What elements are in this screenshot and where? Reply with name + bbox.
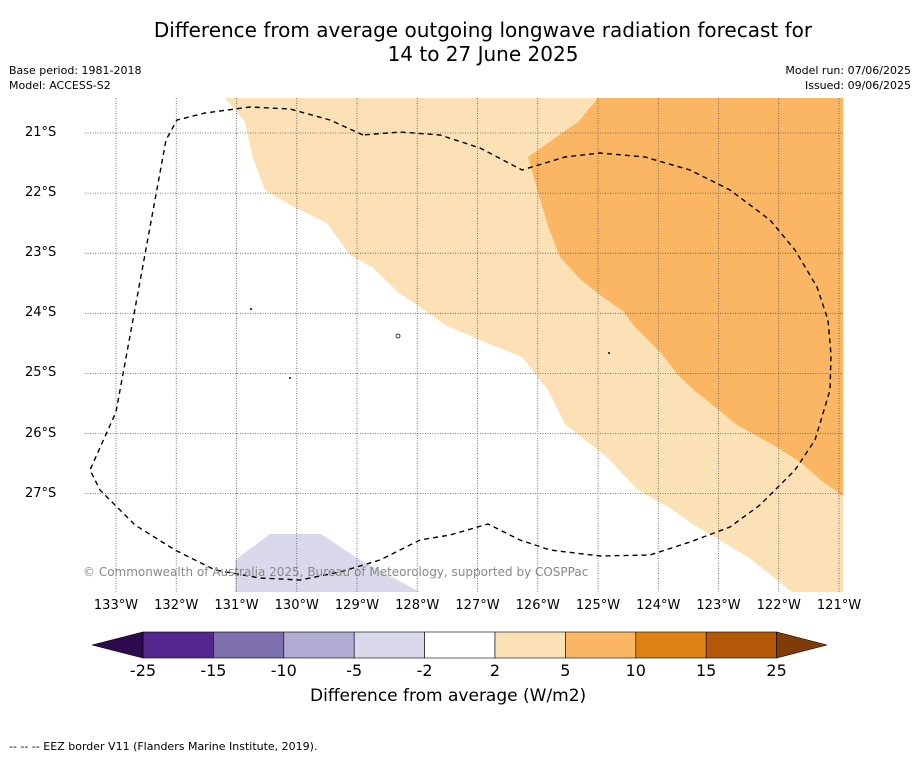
- colorbar-tick-label: -5: [346, 661, 363, 680]
- colorbar-tick-label: -2: [416, 661, 433, 680]
- x-tick-label: 126°W: [515, 598, 560, 613]
- anomaly-region-5-10: [528, 98, 843, 496]
- colorbar-segment: [353, 631, 425, 659]
- y-tick-label: 26°S: [25, 425, 57, 441]
- colorbar-segment: [283, 631, 355, 659]
- colorbar-title: Difference from average (W/m2): [310, 686, 587, 706]
- map-fill-layer: [85, 98, 843, 592]
- colorbar-tick-label: 5: [560, 661, 571, 680]
- meta-right: Model run: 07/06/2025 Issued: 09/06/2025: [785, 63, 911, 93]
- x-tick-label: 133°W: [93, 598, 139, 613]
- issued-date: Issued: 09/06/2025: [804, 79, 911, 92]
- title-line-2: 14 to 27 June 2025: [387, 42, 579, 66]
- island-marker: [250, 308, 252, 310]
- colorbar-tick-label: -15: [200, 661, 227, 680]
- x-tick-label: 129°W: [334, 598, 380, 613]
- x-tick-label: 130°W: [274, 598, 319, 613]
- x-tick-label: 123°W: [696, 598, 741, 613]
- map-title: Difference from average outgoing longwav…: [0, 18, 919, 66]
- base-period: Base period: 1981-2018: [9, 64, 142, 77]
- colorbar-segment: [705, 631, 777, 659]
- colorbar: [91, 631, 828, 659]
- colorbar-extend-low: [91, 631, 144, 659]
- x-tick-label: 125°W: [575, 598, 621, 613]
- x-tick-label: 122°W: [756, 598, 801, 613]
- title-line-1: Difference from average outgoing longwav…: [153, 18, 813, 42]
- y-tick-label: 23°S: [25, 245, 57, 261]
- colorbar-segment: [424, 631, 496, 659]
- eez-border: [89, 106, 832, 581]
- y-tick-label: 24°S: [25, 305, 57, 321]
- colorbar-extend-high: [776, 631, 828, 659]
- anomaly-region-neg5-neg2: [235, 534, 420, 592]
- x-tick-label: 132°W: [154, 598, 199, 613]
- meta-left: Base period: 1981-2018 Model: ACCESS-S2: [9, 63, 141, 93]
- colorbar-segment: [142, 631, 214, 659]
- colorbar-segment: [565, 631, 637, 659]
- copyright-notice: © Commonwealth of Australia 2025, Bureau…: [83, 565, 589, 579]
- colorbar-segment: [213, 631, 285, 659]
- x-tick-label: 121°W: [816, 598, 862, 613]
- model-name: Model: ACCESS-S2: [9, 79, 111, 92]
- colorbar-segment: [494, 631, 566, 659]
- x-tick-label: 131°W: [214, 598, 259, 613]
- colorbar-tick-label: 15: [696, 661, 717, 680]
- island-marker: [395, 333, 401, 339]
- island-marker: [289, 377, 291, 379]
- y-tick-label: 21°S: [25, 125, 57, 140]
- colorbar-tick-label: -10: [270, 661, 297, 680]
- model-run: Model run: 07/06/2025: [785, 64, 911, 77]
- island-marker: [608, 352, 610, 354]
- y-tick-label: 25°S: [25, 365, 57, 381]
- x-tick-label: 127°W: [455, 598, 500, 613]
- colorbar-tick-label: 2: [489, 661, 501, 680]
- colorbar-segment: [635, 631, 707, 659]
- colorbar-tick-label: 25: [766, 661, 787, 680]
- footer-legend: -- -- -- EEZ border V11 (Flanders Marine…: [9, 740, 318, 753]
- colorbar-tick-label: 10: [625, 661, 646, 680]
- y-tick-label: 27°S: [25, 485, 57, 501]
- x-tick-label: 128°W: [395, 598, 440, 613]
- x-tick-label: 124°W: [636, 598, 681, 613]
- y-tick-label: 22°S: [25, 185, 57, 201]
- colorbar-tick-label: -25: [129, 661, 157, 680]
